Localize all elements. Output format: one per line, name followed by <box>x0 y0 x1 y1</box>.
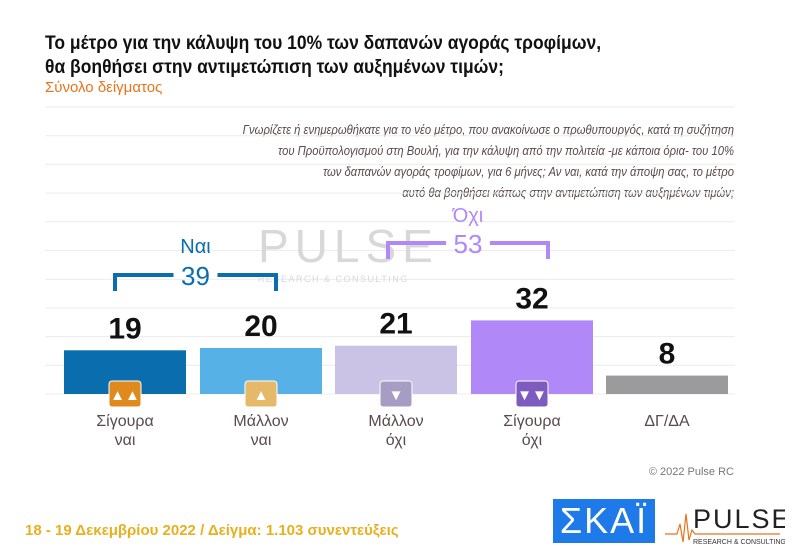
category-label: Μάλλον ναι <box>200 412 322 450</box>
category-label-line: όχι <box>385 432 407 449</box>
question-line: του Προϋπολογισμού στη Βουλή, για την κά… <box>278 144 734 158</box>
data-label: 20 <box>244 310 277 343</box>
category-label-line: Σίγουρα <box>96 413 154 430</box>
bracket-left <box>386 241 446 259</box>
group-total: 53 <box>454 229 483 259</box>
icon-background <box>244 380 278 408</box>
category-label-line: ναι <box>250 432 272 449</box>
title-line: Το μέτρο για την κάλυψη του 10% των δαπα… <box>45 33 602 54</box>
data-label: 32 <box>515 282 548 315</box>
group-bracket: Ναι 39 <box>113 236 278 291</box>
data-label: 21 <box>379 308 412 341</box>
category-label: Μάλλον όχι <box>335 412 457 450</box>
category-label-line: όχι <box>521 432 543 449</box>
svg-text:PULSE: PULSE <box>693 504 785 534</box>
icon-background <box>515 380 549 408</box>
category-label-line: Σίγουρα <box>503 413 561 430</box>
group-label: Ναι <box>180 236 210 258</box>
icon-glyph: ▼ <box>389 387 404 404</box>
icon-background <box>379 380 413 408</box>
bracket-right <box>217 273 278 291</box>
category-label-line: ΔΓ/ΔΑ <box>644 413 690 430</box>
icon-glyph: ▼▼ <box>517 387 547 404</box>
category-label: ΔΓ/ΔΑ <box>606 412 728 431</box>
watermark-text: PULSE <box>258 220 439 272</box>
bar <box>606 375 728 394</box>
double-thumbs-down-icon: ▼▼ <box>515 380 549 408</box>
footer-date-sample: 18 - 19 Δεκεμβρίου 2022 / Δείγμα: 1.103 … <box>25 522 399 539</box>
svg-text:RESEARCH & CONSULTING: RESEARCH & CONSULTING <box>693 539 785 546</box>
group-total: 39 <box>181 261 210 291</box>
question-line: των δαπανών αγοράς τροφίμων, για 6 μήνες… <box>322 165 734 179</box>
category-label-line: ναι <box>114 432 136 449</box>
icon-background <box>108 380 142 408</box>
skai-logo: ΣΚΑΪ <box>553 499 655 543</box>
thumb-up-icon: ▲ <box>244 380 278 408</box>
bracket-right <box>490 241 550 259</box>
bracket-left <box>113 273 174 291</box>
chart-title: Το μέτρο για την κάλυψη του 10% των δαπα… <box>45 32 601 80</box>
title-line: θα βοηθήσει στην αντιμετώπιση των αυξημέ… <box>45 57 504 78</box>
data-label: 8 <box>659 338 676 371</box>
question-line: Γνωρίζετε ή ενημερωθήκατε για το νέο μέτ… <box>242 123 734 137</box>
icon-glyph: ▲ <box>254 387 269 404</box>
icon-glyph: ▲▲ <box>110 387 140 404</box>
category-label: Σίγουρα ναι <box>64 412 186 450</box>
subtitle: Σύνολο δείγματος <box>45 79 163 96</box>
category-label: Σίγουρα όχι <box>471 412 593 450</box>
thumb-down-icon: ▼ <box>379 380 413 408</box>
category-label-line: Μάλλον <box>368 413 424 430</box>
copyright: © 2022 Pulse RC <box>648 466 734 478</box>
double-thumbs-up-icon: ▲▲ <box>108 380 142 408</box>
data-label: 19 <box>108 312 141 345</box>
watermark-subtext: RESEARCH & CONSULTING <box>258 274 409 284</box>
category-label-line: Μάλλον <box>233 413 289 430</box>
group-label: Όχι <box>452 205 483 227</box>
pulse-logo: PULSE RESEARCH & CONSULTING <box>665 504 785 546</box>
